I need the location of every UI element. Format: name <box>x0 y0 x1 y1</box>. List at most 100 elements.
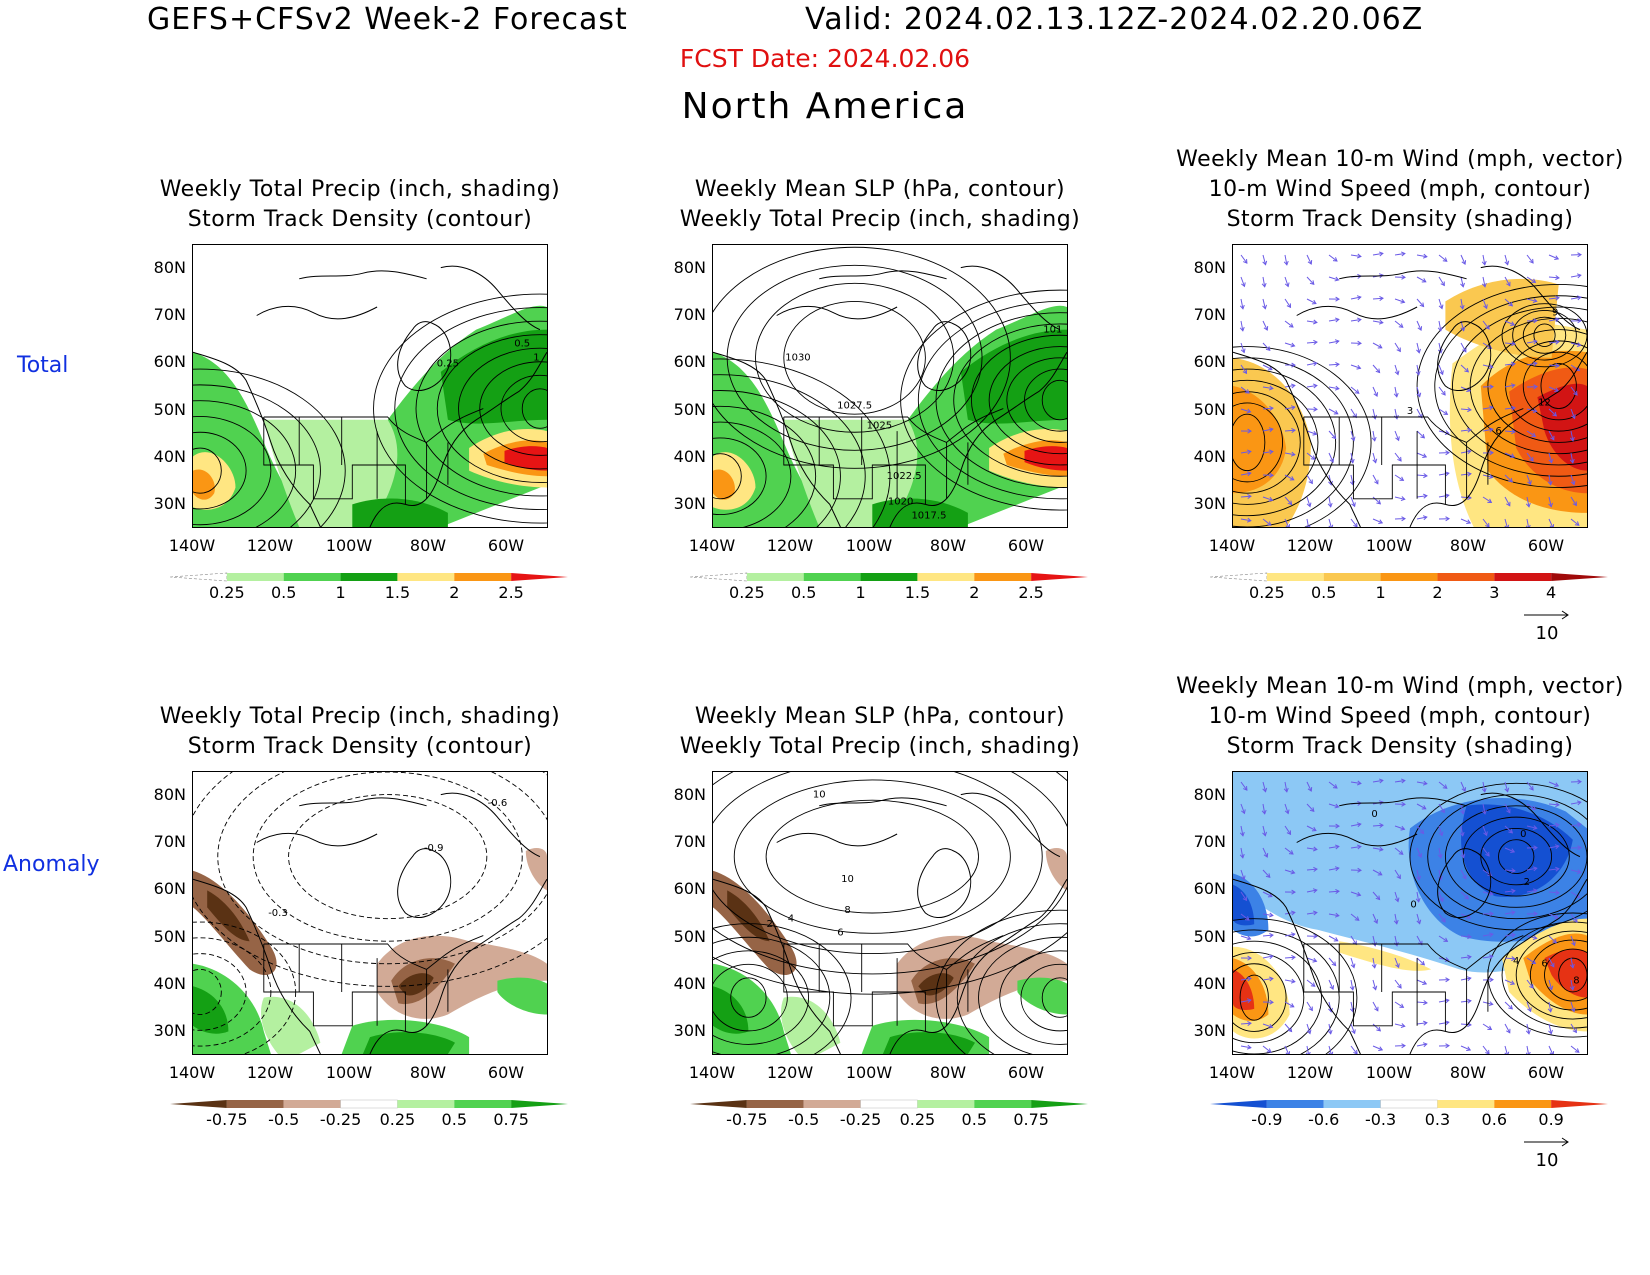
wind-vector <box>1526 888 1538 894</box>
contour-line <box>500 374 547 443</box>
wind-vector <box>1284 955 1296 960</box>
wind-vector <box>1262 847 1269 858</box>
lon-tick-label: 80W <box>1449 536 1487 555</box>
contour-line <box>953 323 1067 477</box>
wind-vector <box>1570 845 1582 851</box>
wind-vector <box>1460 1045 1472 1051</box>
colorbar <box>1210 1099 1608 1109</box>
contour-line <box>1233 918 1358 1054</box>
shading-region <box>713 469 735 500</box>
colorbar-label: 0.75 <box>1013 1110 1049 1129</box>
wind-vector <box>1548 317 1560 323</box>
contour-line <box>479 361 547 456</box>
wind-vector <box>1415 891 1421 903</box>
colorbar-swatch <box>974 573 1032 581</box>
contour-line <box>713 772 1043 955</box>
wind-vector <box>1328 452 1335 464</box>
wind-vector <box>1548 295 1560 301</box>
map-plot: 1030 1027.5 1025 1022.5 1020 1017.5 101 <box>712 244 1068 528</box>
colorbar-label: 1 <box>335 583 346 602</box>
wind-vector <box>1284 428 1296 433</box>
wind-vector <box>1570 408 1576 420</box>
contour-line <box>978 936 1067 1054</box>
colorbar <box>690 1099 1088 1109</box>
wind-vector <box>1306 957 1318 963</box>
panel-title-line: Weekly Total Precip (inch, shading) <box>679 734 1081 759</box>
wind-vector <box>1460 891 1470 900</box>
wind-vector <box>1482 427 1494 433</box>
lat-tick-label: 80N <box>153 785 186 804</box>
wind-vector <box>1394 825 1406 831</box>
wind-vector <box>1371 430 1377 442</box>
contour-line <box>217 772 547 965</box>
colorbar-label: 2 <box>449 583 460 602</box>
contour-line <box>436 334 547 483</box>
wind-vector <box>1504 910 1516 916</box>
wind-vector <box>1328 408 1339 415</box>
contour-label: 1017.5 <box>911 511 946 522</box>
wind-vector <box>1306 846 1318 852</box>
lon-tick-label: 60W <box>1527 1063 1565 1082</box>
wind-vector <box>1548 386 1560 392</box>
wind-vector <box>1350 780 1362 786</box>
wind-vector <box>1262 781 1268 793</box>
lon-tick-label: 60W <box>1007 1063 1045 1082</box>
wind-vector <box>1548 866 1560 872</box>
colorbar-swatch <box>1210 572 1268 582</box>
wind-vector <box>1482 891 1494 897</box>
wind-vector <box>1481 803 1487 815</box>
contour-line <box>713 421 792 527</box>
wind-vector <box>1305 518 1311 527</box>
wind-vector <box>1416 452 1428 458</box>
colorbar-label: -0.6 <box>1308 1110 1340 1129</box>
wind-vector <box>1570 295 1582 301</box>
wind-vector <box>1394 801 1406 807</box>
lon-tick-label: 100W <box>325 536 373 555</box>
wind-vector <box>1504 361 1516 367</box>
contour-label: 6 <box>837 928 843 939</box>
contour-line <box>1233 368 1337 517</box>
contour-line <box>415 320 547 497</box>
colorbar-swatch <box>1437 1100 1495 1108</box>
shading-region <box>1045 848 1067 891</box>
wind-vector <box>1482 954 1494 960</box>
contour-line <box>999 950 1067 1045</box>
wind-vector <box>1306 979 1316 987</box>
wind-vector <box>1306 1001 1313 1012</box>
wind-vector <box>1481 254 1487 266</box>
shading-region <box>960 329 1067 424</box>
shading-region <box>918 973 954 996</box>
wind-vector <box>1570 318 1582 324</box>
contour-label: 1030 <box>785 353 810 364</box>
contour-label: 9 <box>1552 308 1558 319</box>
wind-vector <box>1460 427 1472 433</box>
wind-vector <box>1350 935 1357 946</box>
wind-vector <box>1328 430 1337 440</box>
wind-vector <box>1328 889 1340 894</box>
panel-title: Weekly Mean SLP (hPa, contour) Weekly Tot… <box>640 175 1120 235</box>
panel-title: Weekly Total Precip (inch, shading) Storm… <box>120 702 600 762</box>
wind-vector <box>1525 496 1531 508</box>
lon-tick-label: 80W <box>929 1063 967 1082</box>
wind-vector <box>1306 276 1315 286</box>
contour-line <box>1498 839 1535 874</box>
wind-vector <box>1350 295 1362 301</box>
wind-vector <box>1416 408 1423 419</box>
lat-tick-label: 80N <box>1193 258 1226 277</box>
wind-vector <box>1394 364 1400 376</box>
wind-vector <box>1548 890 1560 896</box>
wind-vector <box>1394 298 1406 304</box>
wind-vector <box>1240 276 1246 288</box>
wind-vector <box>1372 1023 1382 1032</box>
coastline <box>1233 792 1587 1054</box>
colorbar-swatch <box>1323 573 1381 581</box>
lat-tick-label: 30N <box>153 494 186 513</box>
colorbar-label: 2.5 <box>498 583 524 602</box>
wind-vector <box>1240 781 1248 791</box>
contour-line <box>1233 379 1319 505</box>
panel-title-line: Storm Track Density (shading) <box>1226 207 1574 232</box>
shading-region <box>1544 948 1587 998</box>
contour-line <box>1522 351 1587 421</box>
wind-vector <box>1548 339 1560 345</box>
reference-vector-label: 10 <box>1535 1150 1559 1171</box>
